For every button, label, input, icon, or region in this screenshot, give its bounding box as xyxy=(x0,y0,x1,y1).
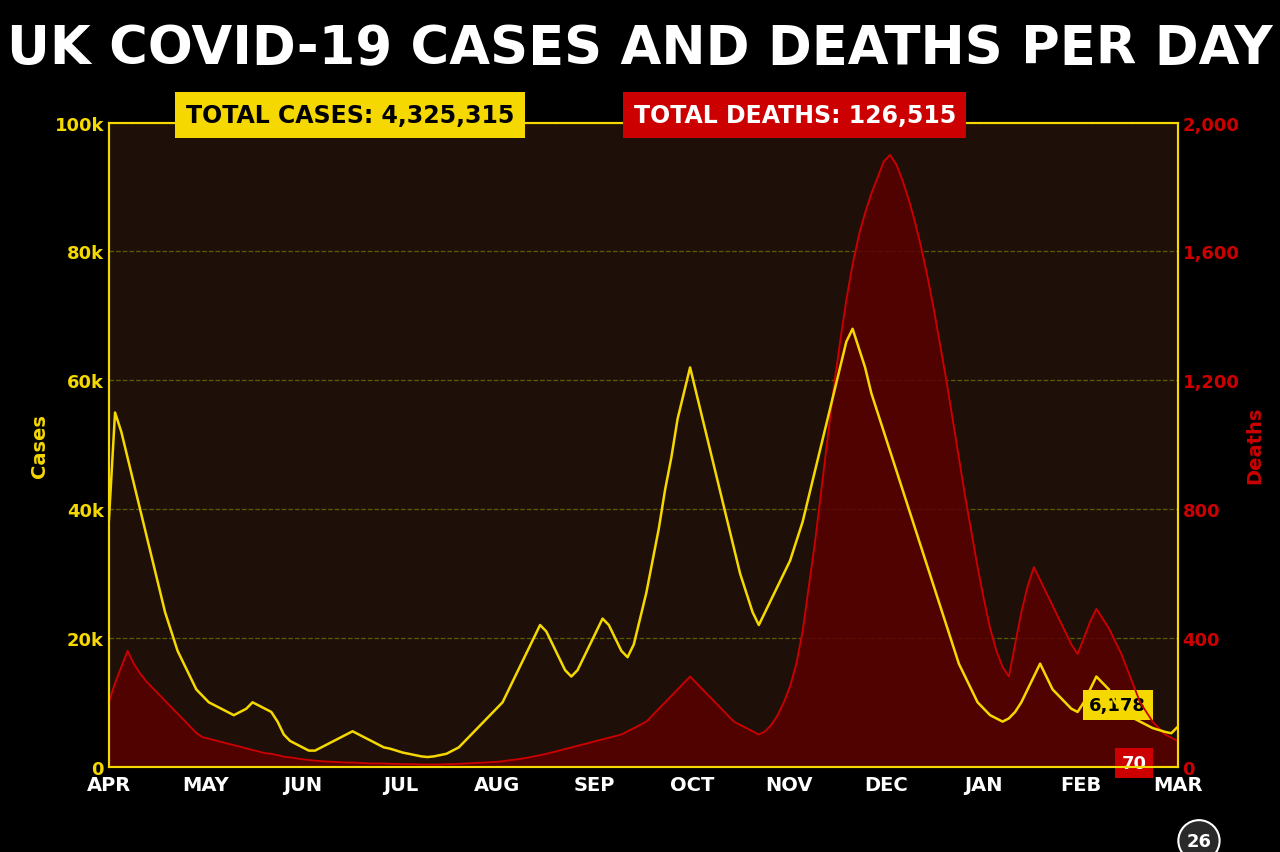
Text: TOTAL CASES: 4,325,315: TOTAL CASES: 4,325,315 xyxy=(186,104,515,128)
Text: TOTAL DEATHS: 126,515: TOTAL DEATHS: 126,515 xyxy=(634,104,956,128)
Y-axis label: Deaths: Deaths xyxy=(1245,406,1263,484)
Y-axis label: Cases: Cases xyxy=(29,413,49,477)
Text: 6,178: 6,178 xyxy=(1089,696,1147,714)
Text: 26: 26 xyxy=(1187,832,1211,849)
Text: 70: 70 xyxy=(1121,754,1147,772)
Text: UK COVID-19 CASES AND DEATHS PER DAY: UK COVID-19 CASES AND DEATHS PER DAY xyxy=(8,23,1272,75)
